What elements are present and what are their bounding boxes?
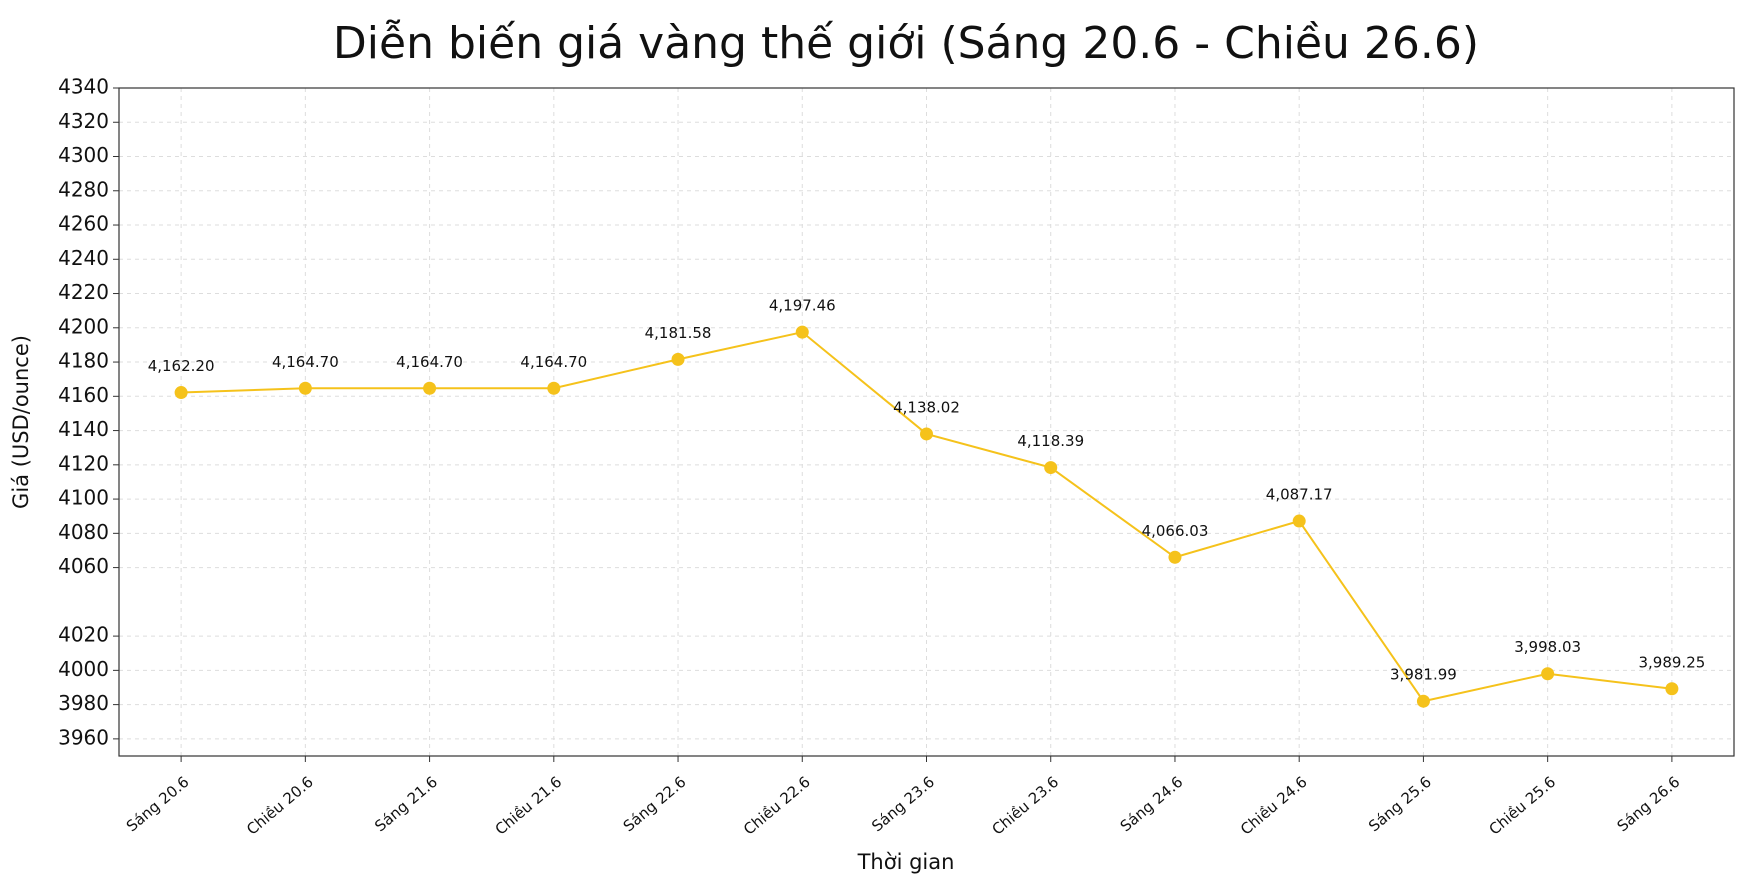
chart-title: Diễn biến giá vàng thế giới (Sáng 20.6 -… — [333, 18, 1479, 69]
y-tick-label: 4120 — [58, 451, 109, 475]
data-point — [795, 325, 809, 339]
data-label: 4,162.20 — [148, 357, 215, 375]
x-tick-label: Chiều 22.6 — [740, 773, 814, 839]
x-tick-label: Sáng 25.6 — [1365, 773, 1435, 836]
x-tick-label: Chiều 20.6 — [243, 773, 317, 839]
data-label: 4,164.70 — [520, 353, 587, 371]
data-label: 4,066.03 — [1142, 522, 1209, 540]
y-tick-label: 4180 — [58, 349, 109, 373]
data-point — [671, 352, 685, 366]
data-label: 3,981.99 — [1390, 666, 1457, 684]
x-tick-label: Chiều 21.6 — [492, 773, 566, 839]
data-label: 4,164.70 — [396, 353, 463, 371]
data-label: 4,087.17 — [1266, 486, 1333, 504]
data-point — [1541, 667, 1555, 681]
y-tick-label: 4280 — [58, 177, 109, 201]
y-tick-label: 4060 — [58, 554, 109, 578]
data-label: 3,998.03 — [1514, 638, 1581, 656]
y-tick-label: 4140 — [58, 417, 109, 441]
x-tick-label: Sáng 20.6 — [123, 773, 193, 836]
data-point — [1292, 514, 1306, 528]
x-tick-label: Chiều 24.6 — [1237, 773, 1311, 839]
y-tick-label: 4020 — [58, 623, 109, 647]
plot-frame — [118, 87, 1735, 757]
data-point — [547, 381, 561, 395]
data-point — [1416, 694, 1430, 708]
x-tick-label: Sáng 24.6 — [1117, 773, 1187, 836]
data-label: 4,181.58 — [645, 324, 712, 342]
data-label: 4,164.70 — [272, 353, 339, 371]
data-label: 4,197.46 — [769, 297, 836, 315]
x-tick-label: Sáng 23.6 — [868, 773, 938, 836]
y-tick-label: 3960 — [58, 725, 109, 749]
x-tick-label: Chiều 23.6 — [989, 773, 1063, 839]
y-tick-label: 4260 — [58, 212, 109, 236]
x-tick-label: Sáng 26.6 — [1614, 773, 1684, 836]
x-tick-label: Chiều 25.6 — [1485, 773, 1559, 839]
data-point — [1168, 550, 1182, 564]
y-tick-label: 4200 — [58, 314, 109, 338]
y-tick-label: 4340 — [58, 75, 109, 99]
y-tick-label: 4000 — [58, 657, 109, 681]
data-point — [423, 381, 437, 395]
y-tick-label: 3980 — [58, 691, 109, 715]
data-label: 4,118.39 — [1017, 432, 1084, 450]
data-point — [920, 427, 933, 441]
y-tick-label: 4160 — [58, 383, 109, 407]
data-point — [298, 381, 312, 395]
y-tick-label: 4240 — [58, 246, 109, 270]
data-point — [1044, 461, 1058, 475]
y-tick-label: 4080 — [58, 520, 109, 544]
data-label: 3,989.25 — [1638, 653, 1705, 671]
data-label: 4,138.02 — [893, 398, 960, 416]
x-tick-label: Sáng 22.6 — [620, 773, 690, 836]
y-tick-label: 4220 — [58, 280, 109, 304]
y-tick-label: 4300 — [58, 143, 109, 167]
y-tick-label: 4100 — [58, 486, 109, 510]
x-tick-label: Sáng 21.6 — [371, 773, 441, 836]
y-axis-label: Giá (USD/ounce) — [9, 335, 33, 509]
data-point — [174, 386, 188, 400]
x-axis-label: Thời gian — [857, 850, 955, 874]
y-tick-label: 4320 — [58, 109, 109, 133]
data-point — [1665, 682, 1679, 696]
